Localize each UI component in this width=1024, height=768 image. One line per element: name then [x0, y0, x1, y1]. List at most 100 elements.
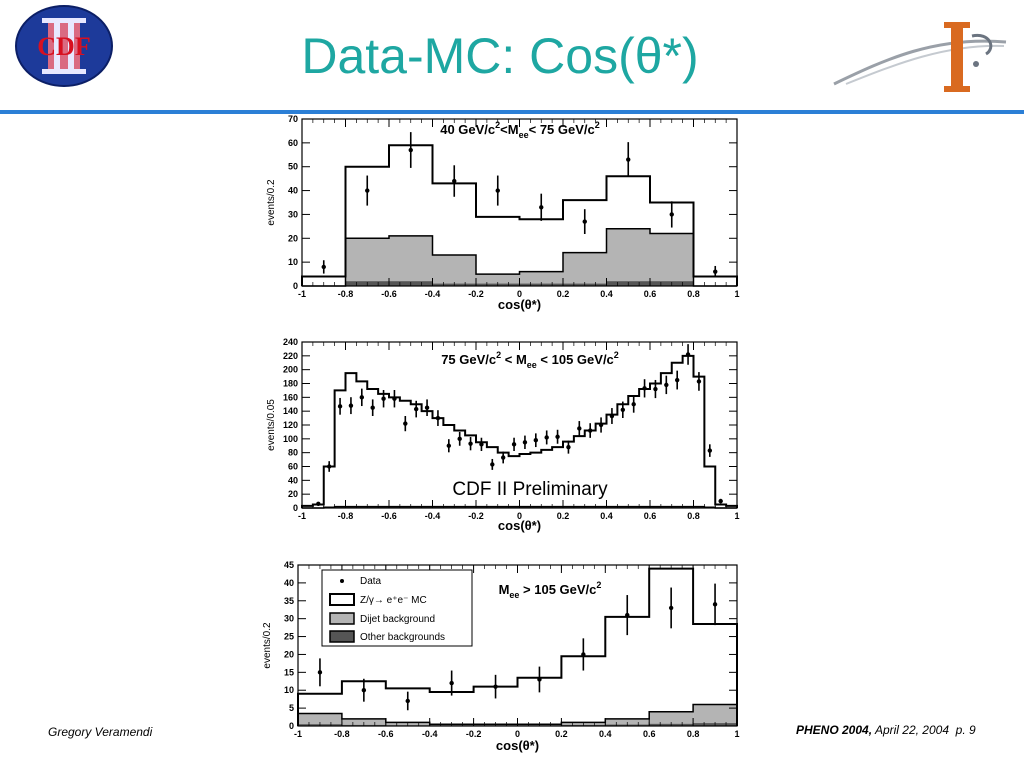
data-point [587, 428, 593, 433]
histogram-high-mass: -1 -0.8 -0.6 -0.4 -0.2 0 0.2 0.4 0.6 0.8 105101520… [262, 560, 740, 753]
data-point [479, 442, 484, 447]
x-tick-label: 0.8 [687, 511, 700, 521]
data-point [495, 188, 500, 193]
data-point [361, 688, 367, 693]
data-point [449, 680, 454, 686]
y-tick-label: 20 [288, 233, 298, 243]
x-tick-label: 1 [734, 511, 739, 521]
title-sup-2: 2 [614, 350, 619, 360]
y-tick-label: 30 [288, 209, 298, 219]
data-point [493, 684, 498, 689]
y-tick-label: 5 [289, 703, 294, 713]
y-tick-label: 25 [284, 632, 294, 642]
footer-citation: PHENO 2004, April 22, 2004 p. 9 [796, 723, 976, 737]
x-tick-label: 0.8 [687, 729, 700, 739]
data-point [696, 379, 702, 384]
y-tick-label: 240 [283, 337, 298, 347]
data-point [685, 352, 691, 357]
chart-title: Mee > 105 GeV/c2 [499, 580, 602, 600]
x-tick-label: -0.4 [425, 289, 441, 299]
data-point [359, 395, 365, 400]
x-tick-label: -0.8 [338, 289, 354, 299]
plot-area [301, 132, 738, 287]
data-point [669, 212, 674, 217]
x-tick-label: -0.6 [381, 511, 397, 521]
data-point [490, 462, 495, 467]
title-sub: ee [527, 360, 537, 370]
y-tick-label: 30 [284, 614, 294, 624]
data-point [609, 413, 615, 419]
title-part-a: 40 GeV/c [440, 122, 495, 137]
title-part-c: > 105 GeV/c [519, 582, 596, 597]
cdf-logo: CDF [15, 5, 113, 87]
x-axis-label: cos(θ*) [498, 297, 541, 312]
data-point [577, 426, 582, 431]
x-tick-label: 0.6 [643, 729, 656, 739]
x-tick-label: 0.4 [599, 729, 612, 739]
histogram-z-peak: -1 -0.8 -0.6 -0.4 -0.2 0 0.2 0.4 0.6 0.8 1 0 20 40 60 8… [266, 337, 740, 533]
title-sup-1: 2 [496, 350, 501, 360]
y-tick-label: 140 [283, 406, 298, 416]
dijet-bin [563, 252, 607, 286]
y-tick-label: 10 [288, 257, 298, 267]
data-point [718, 498, 723, 504]
plot-frame: -1 -0.8 -0.6 -0.4 -0.2 0 0.2 0.4 0.6 0.8 105101520… [284, 560, 740, 739]
data-point [392, 396, 397, 401]
x-tick-label: -0.6 [378, 729, 394, 739]
title-sup-1: 2 [495, 120, 500, 130]
dijet-bin [432, 254, 476, 286]
dijet-bin [650, 233, 694, 286]
chart-title: 75 GeV/c2 < Mee < 105 GeV/c2 [441, 350, 619, 370]
data-point [403, 421, 408, 426]
header-rule [0, 110, 1024, 114]
data-point [365, 188, 370, 193]
data-point [468, 441, 473, 446]
data-point [326, 464, 332, 469]
data-point [446, 443, 452, 448]
x-tick-label: 0.2 [555, 729, 568, 739]
title-part-b: < M [501, 352, 527, 367]
y-tick-label: 80 [288, 448, 298, 458]
x-tick-label: 0.4 [600, 289, 613, 299]
data-point [452, 178, 457, 184]
legend-dijet-label: Dijet background [360, 614, 435, 625]
legend-dijet-swatch [329, 612, 355, 625]
legend-mc-label: Z/γ→ e⁺e⁻ MC [360, 595, 427, 606]
x-tick-label: -1 [298, 289, 306, 299]
y-axis-label: events/0.05 [266, 399, 277, 451]
data-point [581, 652, 586, 657]
data-point [653, 386, 658, 392]
x-tick-label: -1 [298, 511, 306, 521]
y-axis-label: events/0.2 [266, 179, 277, 226]
dijet-bin [389, 235, 433, 286]
title-part-c: < 75 GeV/c [529, 122, 595, 137]
x-tick-label: -0.2 [468, 511, 484, 521]
collaboration-logo [833, 22, 1007, 92]
y-tick-label: 40 [284, 578, 294, 588]
legend: Data Z/γ→ e⁺e⁻ MC Dijet background Other… [321, 569, 473, 647]
data-point [668, 605, 674, 611]
x-axis-label: cos(θ*) [498, 518, 541, 533]
x-tick-label: 0 [517, 289, 522, 299]
legend-mc-swatch [329, 593, 355, 606]
x-tick-label: -1 [294, 729, 302, 739]
plot-frame: -1 -0.8 -0.6 -0.4 -0.2 0 0.2 0.4 0.6 0.8 1 0 20 40 60 8… [283, 337, 740, 521]
y-tick-label: 60 [288, 462, 298, 472]
data-point [370, 405, 375, 410]
legend-data-label: Data [360, 576, 382, 587]
title-sup-2: 2 [596, 580, 601, 590]
x-tick-label: 0.6 [644, 511, 657, 521]
data-point [555, 434, 560, 439]
footer-page: p. 9 [955, 723, 976, 737]
data-point [413, 406, 419, 412]
data-point [405, 698, 410, 704]
data-point [424, 405, 430, 410]
legend-other-label: Other backgrounds [360, 632, 445, 643]
histogram-low-mass: -1 -0.8 -0.6 -0.4 -0.2 0 0.2 0.4 0.6 0.8 101020304… [266, 114, 740, 312]
cdf-logo-text: CDF [37, 32, 90, 61]
x-tick-label: 0.2 [557, 511, 570, 521]
data-point [511, 442, 517, 447]
x-tick-label: -0.6 [381, 289, 397, 299]
title-part-a: M [499, 582, 510, 597]
chart-title: 40 GeV/c2<Mee< 75 GeV/c2 [440, 120, 600, 140]
